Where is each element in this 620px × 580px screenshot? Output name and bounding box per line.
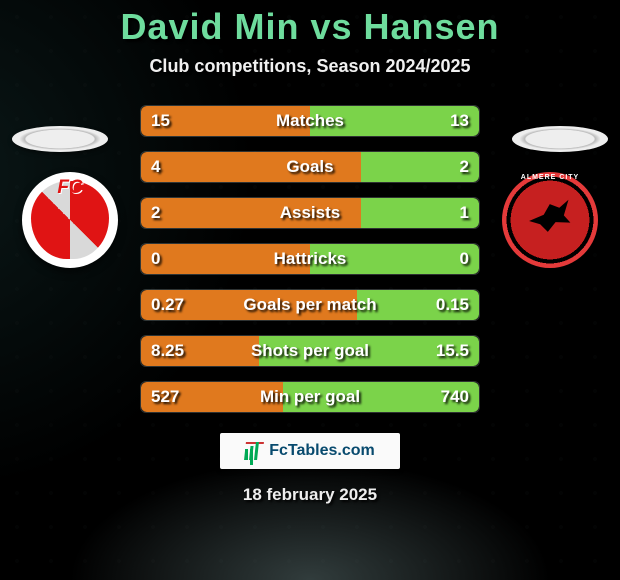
stat-label: Shots per goal: [141, 341, 479, 361]
stat-label: Hattricks: [141, 249, 479, 269]
branding-badge[interactable]: FcTables.com: [220, 433, 400, 469]
stat-row: 0.270.15Goals per match: [140, 289, 480, 321]
team-right-crest: [502, 172, 598, 268]
stat-label: Assists: [141, 203, 479, 223]
stat-label: Min per goal: [141, 387, 479, 407]
stat-label: Matches: [141, 111, 479, 131]
stat-row: 527740Min per goal: [140, 381, 480, 413]
team-left-crest: [22, 172, 118, 268]
stat-row: 42Goals: [140, 151, 480, 183]
stat-row: 1513Matches: [140, 105, 480, 137]
almere-crest-icon: [502, 172, 598, 268]
stats-container: 1513Matches 42Goals 21Assists 00Hattricks 0.…: [140, 105, 480, 413]
stat-label: Goals per match: [141, 295, 479, 315]
left-ellipse: [12, 126, 108, 152]
utrecht-crest-icon: [22, 172, 118, 268]
stat-row: 8.2515.5Shots per goal: [140, 335, 480, 367]
stat-row: 21Assists: [140, 197, 480, 229]
date-label: 18 february 2025: [0, 485, 620, 505]
page-subtitle: Club competitions, Season 2024/2025: [0, 56, 620, 77]
right-ellipse: [512, 126, 608, 152]
page-title: David Min vs Hansen: [0, 0, 620, 48]
stat-label: Goals: [141, 157, 479, 177]
stat-row: 00Hattricks: [140, 243, 480, 275]
fctables-logo-icon: [245, 442, 263, 460]
branding-label: FcTables.com: [269, 442, 375, 460]
